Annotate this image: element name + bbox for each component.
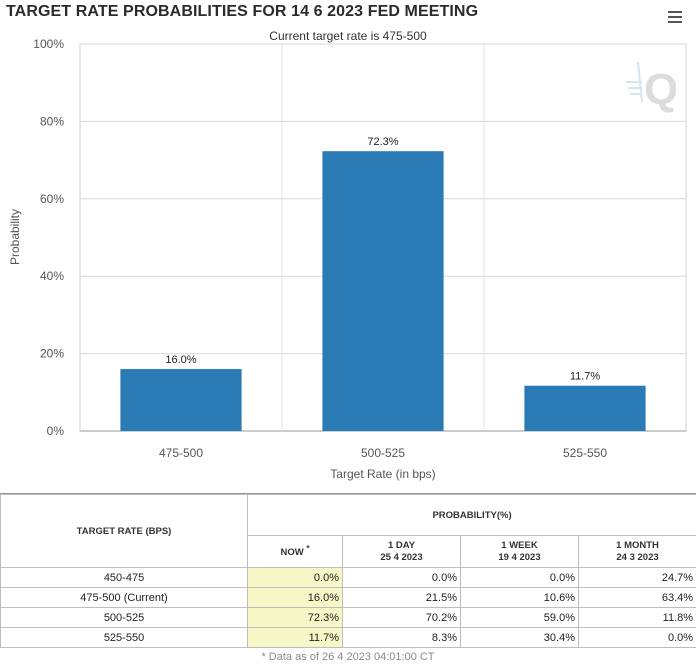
chart-subtitle: Current target rate is 475-500 [269,29,427,43]
bar-500-525 [322,151,444,431]
x-tick-label: 475-500 [159,446,203,460]
y-axis-title: Probability [8,209,22,265]
x-axis-title: Target Rate (in bps) [330,467,435,481]
target-rate-header: TARGET RATE (BPS) [0,494,248,568]
svg-text:Q: Q [644,65,676,114]
one-day-header: 1 DAY 25 4 2023 [342,535,461,568]
one-month-header: 1 MONTH 24 3 2023 [577,535,696,568]
one-day-cell: 70.2% [342,607,461,628]
quikstrike-logo-icon: Q [626,61,676,114]
bar-525-550 [524,385,646,431]
table-row: 475-500 (Current) 16.0% 21.5% 10.6% 63.4… [0,587,696,608]
probability-header: PROBABILITY(%) [246,494,696,536]
y-tick-label: 80% [40,114,64,128]
x-tick-label: 525-550 [563,446,607,460]
now-cell: 0.0% [247,567,343,588]
one-week-cell: 30.4% [460,627,579,648]
rate-cell: 475-500 (Current) [0,587,248,608]
data-label: 16.0% [165,354,196,366]
bar-475-500 [120,369,242,431]
now-header: NOW * [247,535,343,568]
one-week-cell: 59.0% [460,607,579,628]
now-cell: 11.7% [247,627,343,648]
y-tick-label: 0% [47,424,65,438]
rate-cell: 450-475 [0,567,248,588]
now-cell: 72.3% [247,607,343,628]
one-week-header: 1 WEEK 19 4 2023 [460,535,579,568]
one-day-cell: 0.0% [342,567,461,588]
data-label: 11.7% [570,371,601,383]
one-day-cell: 8.3% [342,627,461,648]
rate-cell: 500-525 [0,607,248,628]
table-row: 450-475 0.0% 0.0% 0.0% 24.7% [0,567,696,588]
y-tick-label: 40% [40,269,64,283]
one-month-cell: 24.7% [577,567,696,588]
one-month-cell: 11.8% [577,607,696,628]
one-month-cell: 63.4% [577,587,696,608]
one-day-cell: 21.5% [342,587,461,608]
table-row: 500-525 72.3% 70.2% 59.0% 11.8% [0,607,696,628]
y-tick-label: 20% [40,347,64,361]
y-tick-label: 100% [33,37,64,51]
y-tick-label: 60% [40,192,64,206]
chart-title: TARGET RATE PROBABILITIES FOR 14 6 2023 … [6,3,479,20]
menu-icon[interactable] [668,11,682,23]
one-month-cell: 0.0% [577,627,696,648]
data-label: 72.3% [367,136,398,148]
rate-cell: 525-550 [0,627,248,648]
one-week-cell: 10.6% [460,587,579,608]
x-tick-label: 500-525 [361,446,405,460]
table-row: 525-550 11.7% 8.3% 30.4% 0.0% [0,627,696,648]
one-week-cell: 0.0% [460,567,579,588]
probability-table: TARGET RATE (BPS) PROBABILITY(%) NOW * 1… [0,494,696,648]
data-timestamp-footnote: * Data as of 26 4 2023 04:01:00 CT [261,651,435,663]
bar-chart: 0% 20% 40% 60% 80% 100% 16.0% 475-500 72.3% 500-5… [8,37,687,481]
now-cell: 16.0% [247,587,343,608]
